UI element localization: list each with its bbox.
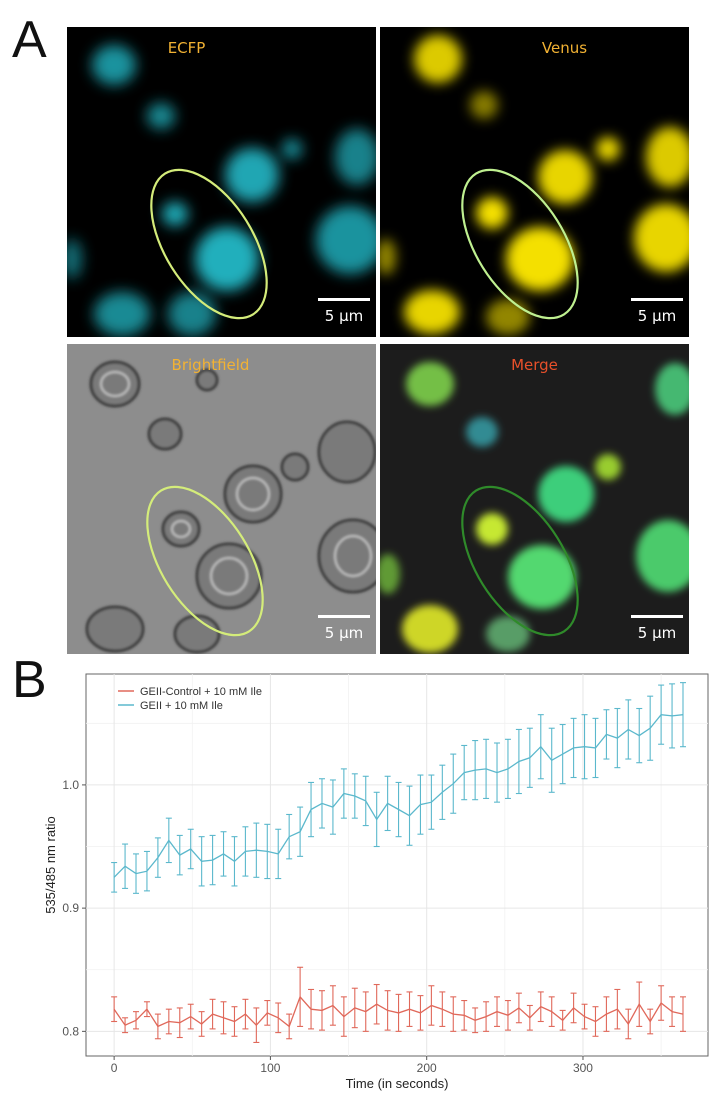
merge-cells-image — [380, 362, 689, 653]
scale-bar: 5 μm — [318, 615, 370, 642]
panel-label-a: A — [12, 11, 47, 69]
scale-bar: 5 μm — [631, 298, 683, 325]
ecfp-cells-image — [67, 45, 376, 336]
scale-bar-label: 5 μm — [637, 307, 677, 325]
y-axis-title: 535/485 nm ratio — [43, 816, 58, 914]
series-control — [111, 966, 686, 1043]
scale-bar: 5 μm — [631, 615, 683, 642]
x-tick-label: 300 — [573, 1061, 593, 1075]
x-tick-label: 200 — [417, 1061, 437, 1075]
y-tick-label: 0.8 — [62, 1024, 79, 1038]
ecfp-micrograph: ECFP 5 μm — [67, 27, 376, 337]
legend-label: GEII-Control + 10 mM Ile — [140, 686, 262, 698]
venus-micrograph: Venus 5 μm — [380, 27, 689, 337]
scale-bar-label: 5 μm — [637, 624, 677, 642]
brightfield-micrograph: Brightfield 5 μm — [67, 344, 376, 654]
tick-layer: 0 100 200 300 0.8 0.9 1.0 — [62, 778, 593, 1075]
venus-label: Venus — [541, 39, 588, 57]
legend: GEII-Control + 10 mM Ile GEII + 10 mM Ile — [118, 686, 262, 712]
ecfp-label: ECFP — [167, 39, 206, 57]
ratio-time-chart: 0 100 200 300 0.8 0.9 1.0 GEII-Control + 10 mM… — [43, 673, 709, 1091]
scale-bar: 5 μm — [318, 298, 370, 325]
brightfield-label: Brightfield — [171, 356, 250, 374]
x-axis-title: Time (in seconds) — [346, 1076, 449, 1091]
micrograph-grid: ECFP 5 μm — [67, 27, 690, 654]
brightfield-cells-image — [85, 360, 376, 654]
grid-lines — [86, 674, 708, 1056]
y-tick-label: 0.9 — [62, 901, 79, 915]
scale-bar-label: 5 μm — [324, 624, 364, 642]
scale-bar-label: 5 μm — [324, 307, 364, 325]
x-tick-label: 0 — [111, 1061, 118, 1075]
y-tick-label: 1.0 — [62, 778, 79, 792]
series-layer — [111, 682, 686, 1043]
venus-cells-image — [380, 35, 689, 335]
panel-label-b: B — [12, 651, 47, 709]
merge-label: Merge — [511, 356, 558, 374]
series-line — [113, 714, 684, 878]
x-tick-label: 100 — [260, 1061, 280, 1075]
series-geii — [111, 682, 686, 894]
legend-label: GEII + 10 mM Ile — [140, 700, 223, 712]
series-line — [113, 995, 684, 1028]
merge-micrograph: Merge 5 μm — [380, 344, 689, 654]
